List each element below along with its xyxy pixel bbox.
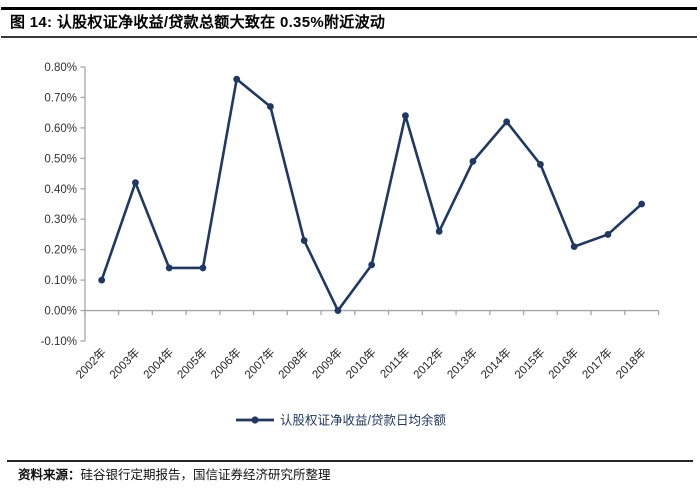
y-tick-label: 0.20% bbox=[44, 245, 77, 257]
figure-title: 图 14: 认股权证净收益/贷款总额大致在 0.35%附近波动 bbox=[10, 14, 386, 31]
x-tick-label: 2017年 bbox=[579, 345, 615, 381]
data-point-2009 bbox=[334, 307, 342, 314]
source-text: 硅谷银行定期报告，国信证券经济研究所整理 bbox=[80, 467, 331, 482]
y-tick-label: 0.50% bbox=[44, 153, 77, 165]
data-point-2013 bbox=[469, 157, 477, 165]
x-tick-label: 2002年 bbox=[73, 345, 109, 381]
data-point-2004 bbox=[165, 264, 173, 272]
x-tick-label: 2012年 bbox=[410, 345, 446, 381]
data-point-2008 bbox=[300, 237, 308, 244]
data-point-2005 bbox=[199, 264, 207, 272]
x-tick-label: 2016年 bbox=[545, 345, 581, 381]
source-note: 资料来源：硅谷银行定期报告，国信证券经济研究所整理 bbox=[18, 464, 331, 483]
y-tick-label: 0.00% bbox=[44, 306, 77, 318]
legend-marker-icon bbox=[251, 416, 259, 424]
data-point-2011 bbox=[402, 112, 409, 120]
x-tick-label: 2011年 bbox=[377, 345, 413, 381]
source-label: 资料来源： bbox=[18, 467, 81, 482]
data-point-2010 bbox=[368, 261, 376, 269]
footer-rule bbox=[7, 460, 693, 462]
y-tick-label: 0.10% bbox=[44, 275, 77, 287]
x-tick-label: 2006年 bbox=[208, 345, 244, 381]
data-point-2015 bbox=[537, 161, 544, 168]
x-tick-label: 2007年 bbox=[241, 345, 277, 381]
y-tick-label: 0.60% bbox=[44, 123, 77, 135]
x-tick-label: 2003年 bbox=[106, 345, 142, 381]
x-tick-label: 2008年 bbox=[275, 345, 311, 381]
x-tick-label: 2013年 bbox=[444, 345, 480, 381]
data-point-2007 bbox=[267, 103, 274, 110]
legend-label: 认股权证净收益/贷款日均余额 bbox=[280, 413, 446, 428]
x-tick-label: 2010年 bbox=[343, 345, 379, 381]
data-point-2017 bbox=[604, 231, 612, 238]
x-tick-label: 2004年 bbox=[140, 345, 176, 381]
x-tick-label: 2014年 bbox=[478, 345, 514, 381]
data-point-2012 bbox=[435, 228, 443, 235]
title-bottom-rule bbox=[1, 36, 697, 38]
data-point-2018 bbox=[638, 200, 646, 208]
x-tick-label: 2005年 bbox=[174, 345, 210, 381]
line-chart-canvas: 0.80% 0.70% 0.60% 0.50% 0.40% 0.30% 0.20% 0.10%… bbox=[41, 62, 660, 428]
y-tick-label: 0.80% bbox=[44, 62, 77, 74]
series-line bbox=[100, 77, 643, 312]
y-tick-label: -0.10% bbox=[41, 336, 77, 348]
x-tick-label: 2009年 bbox=[309, 345, 345, 381]
y-tick-label: 0.70% bbox=[44, 92, 77, 104]
data-point-2002 bbox=[98, 276, 106, 284]
legend: 认股权证净收益/贷款日均余额 bbox=[236, 413, 446, 428]
data-point-2016 bbox=[570, 243, 578, 251]
title-top-rule bbox=[1, 7, 697, 10]
x-tick-label: 2018年 bbox=[613, 345, 649, 381]
data-point-2003 bbox=[132, 179, 139, 187]
data-point-2014 bbox=[503, 118, 511, 126]
data-point-2006 bbox=[233, 75, 241, 83]
y-tick-label: 0.30% bbox=[44, 214, 77, 226]
x-tick-label: 2015年 bbox=[511, 345, 547, 381]
y-tick-label: 0.40% bbox=[44, 184, 77, 196]
